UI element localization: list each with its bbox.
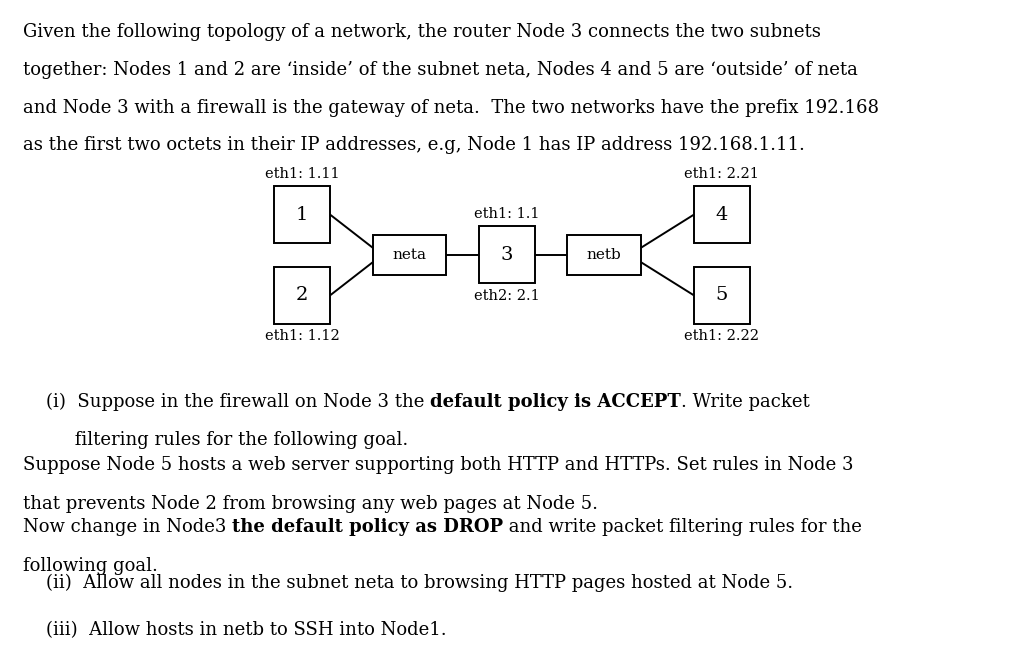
Text: Given the following topology of a network, the router Node 3 connects the two su: Given the following topology of a networ… xyxy=(23,23,820,42)
Text: 4: 4 xyxy=(716,206,728,223)
Text: eth1: 1.1: eth1: 1.1 xyxy=(474,207,540,221)
FancyBboxPatch shape xyxy=(373,235,446,275)
Text: . Write packet: . Write packet xyxy=(681,393,810,411)
FancyBboxPatch shape xyxy=(694,186,750,243)
Text: netb: netb xyxy=(587,248,622,262)
Text: neta: neta xyxy=(392,248,427,262)
Text: the default policy as DROP: the default policy as DROP xyxy=(231,518,503,536)
FancyBboxPatch shape xyxy=(273,266,330,323)
Text: eth1: 1.11: eth1: 1.11 xyxy=(265,167,339,180)
Text: and Node 3 with a firewall is the gateway of neta.  The two networks have the pr: and Node 3 with a firewall is the gatewa… xyxy=(23,99,879,117)
Text: (i)  Suppose in the firewall on Node 3 the: (i) Suppose in the firewall on Node 3 th… xyxy=(46,393,430,411)
Text: that prevents Node 2 from browsing any web pages at Node 5.: that prevents Node 2 from browsing any w… xyxy=(23,495,598,513)
Text: 2: 2 xyxy=(296,287,308,304)
Text: filtering rules for the following goal.: filtering rules for the following goal. xyxy=(46,431,409,450)
Text: 5: 5 xyxy=(716,287,728,304)
Text: 3: 3 xyxy=(501,246,513,264)
Text: 1: 1 xyxy=(296,206,308,223)
FancyBboxPatch shape xyxy=(273,186,330,243)
Text: and write packet filtering rules for the: and write packet filtering rules for the xyxy=(503,518,861,536)
Text: (ii)  Allow all nodes in the subnet neta to browsing HTTP pages hosted at Node 5: (ii) Allow all nodes in the subnet neta … xyxy=(46,574,794,592)
Text: default policy is ACCEPT: default policy is ACCEPT xyxy=(430,393,681,411)
Text: as the first two octets in their IP addresses, e.g, Node 1 has IP address 192.16: as the first two octets in their IP addr… xyxy=(23,136,805,154)
Text: eth1: 2.21: eth1: 2.21 xyxy=(684,167,760,180)
Text: eth1: 2.22: eth1: 2.22 xyxy=(684,329,760,343)
Text: Suppose Node 5 hosts a web server supporting both HTTP and HTTPs. Set rules in N: Suppose Node 5 hosts a web server suppor… xyxy=(23,456,853,474)
FancyBboxPatch shape xyxy=(694,266,750,323)
Text: eth1: 1.12: eth1: 1.12 xyxy=(265,329,339,343)
FancyBboxPatch shape xyxy=(478,227,535,283)
Text: eth2: 2.1: eth2: 2.1 xyxy=(474,289,540,303)
Text: (iii)  Allow hosts in netb to SSH into Node1.: (iii) Allow hosts in netb to SSH into No… xyxy=(46,621,446,639)
Text: together: Nodes 1 and 2 are ‘inside’ of the subnet neta, Nodes 4 and 5 are ‘outs: together: Nodes 1 and 2 are ‘inside’ of … xyxy=(23,61,857,79)
FancyBboxPatch shape xyxy=(567,235,641,275)
Text: Now change in Node3: Now change in Node3 xyxy=(23,518,231,536)
Text: following goal.: following goal. xyxy=(23,557,158,575)
